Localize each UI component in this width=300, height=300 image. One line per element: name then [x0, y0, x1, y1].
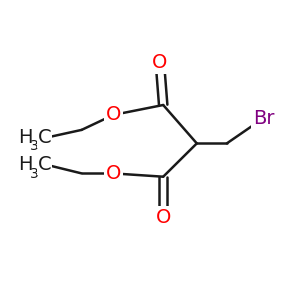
- Text: C: C: [38, 128, 51, 147]
- Text: C: C: [38, 155, 51, 175]
- Text: O: O: [155, 208, 171, 227]
- Text: H: H: [18, 128, 33, 147]
- Text: O: O: [106, 164, 121, 183]
- Text: 3: 3: [30, 140, 39, 153]
- Text: O: O: [152, 53, 168, 73]
- Text: 3: 3: [30, 167, 39, 181]
- Text: H: H: [18, 155, 33, 175]
- Text: O: O: [106, 105, 121, 124]
- Text: Br: Br: [253, 109, 274, 128]
